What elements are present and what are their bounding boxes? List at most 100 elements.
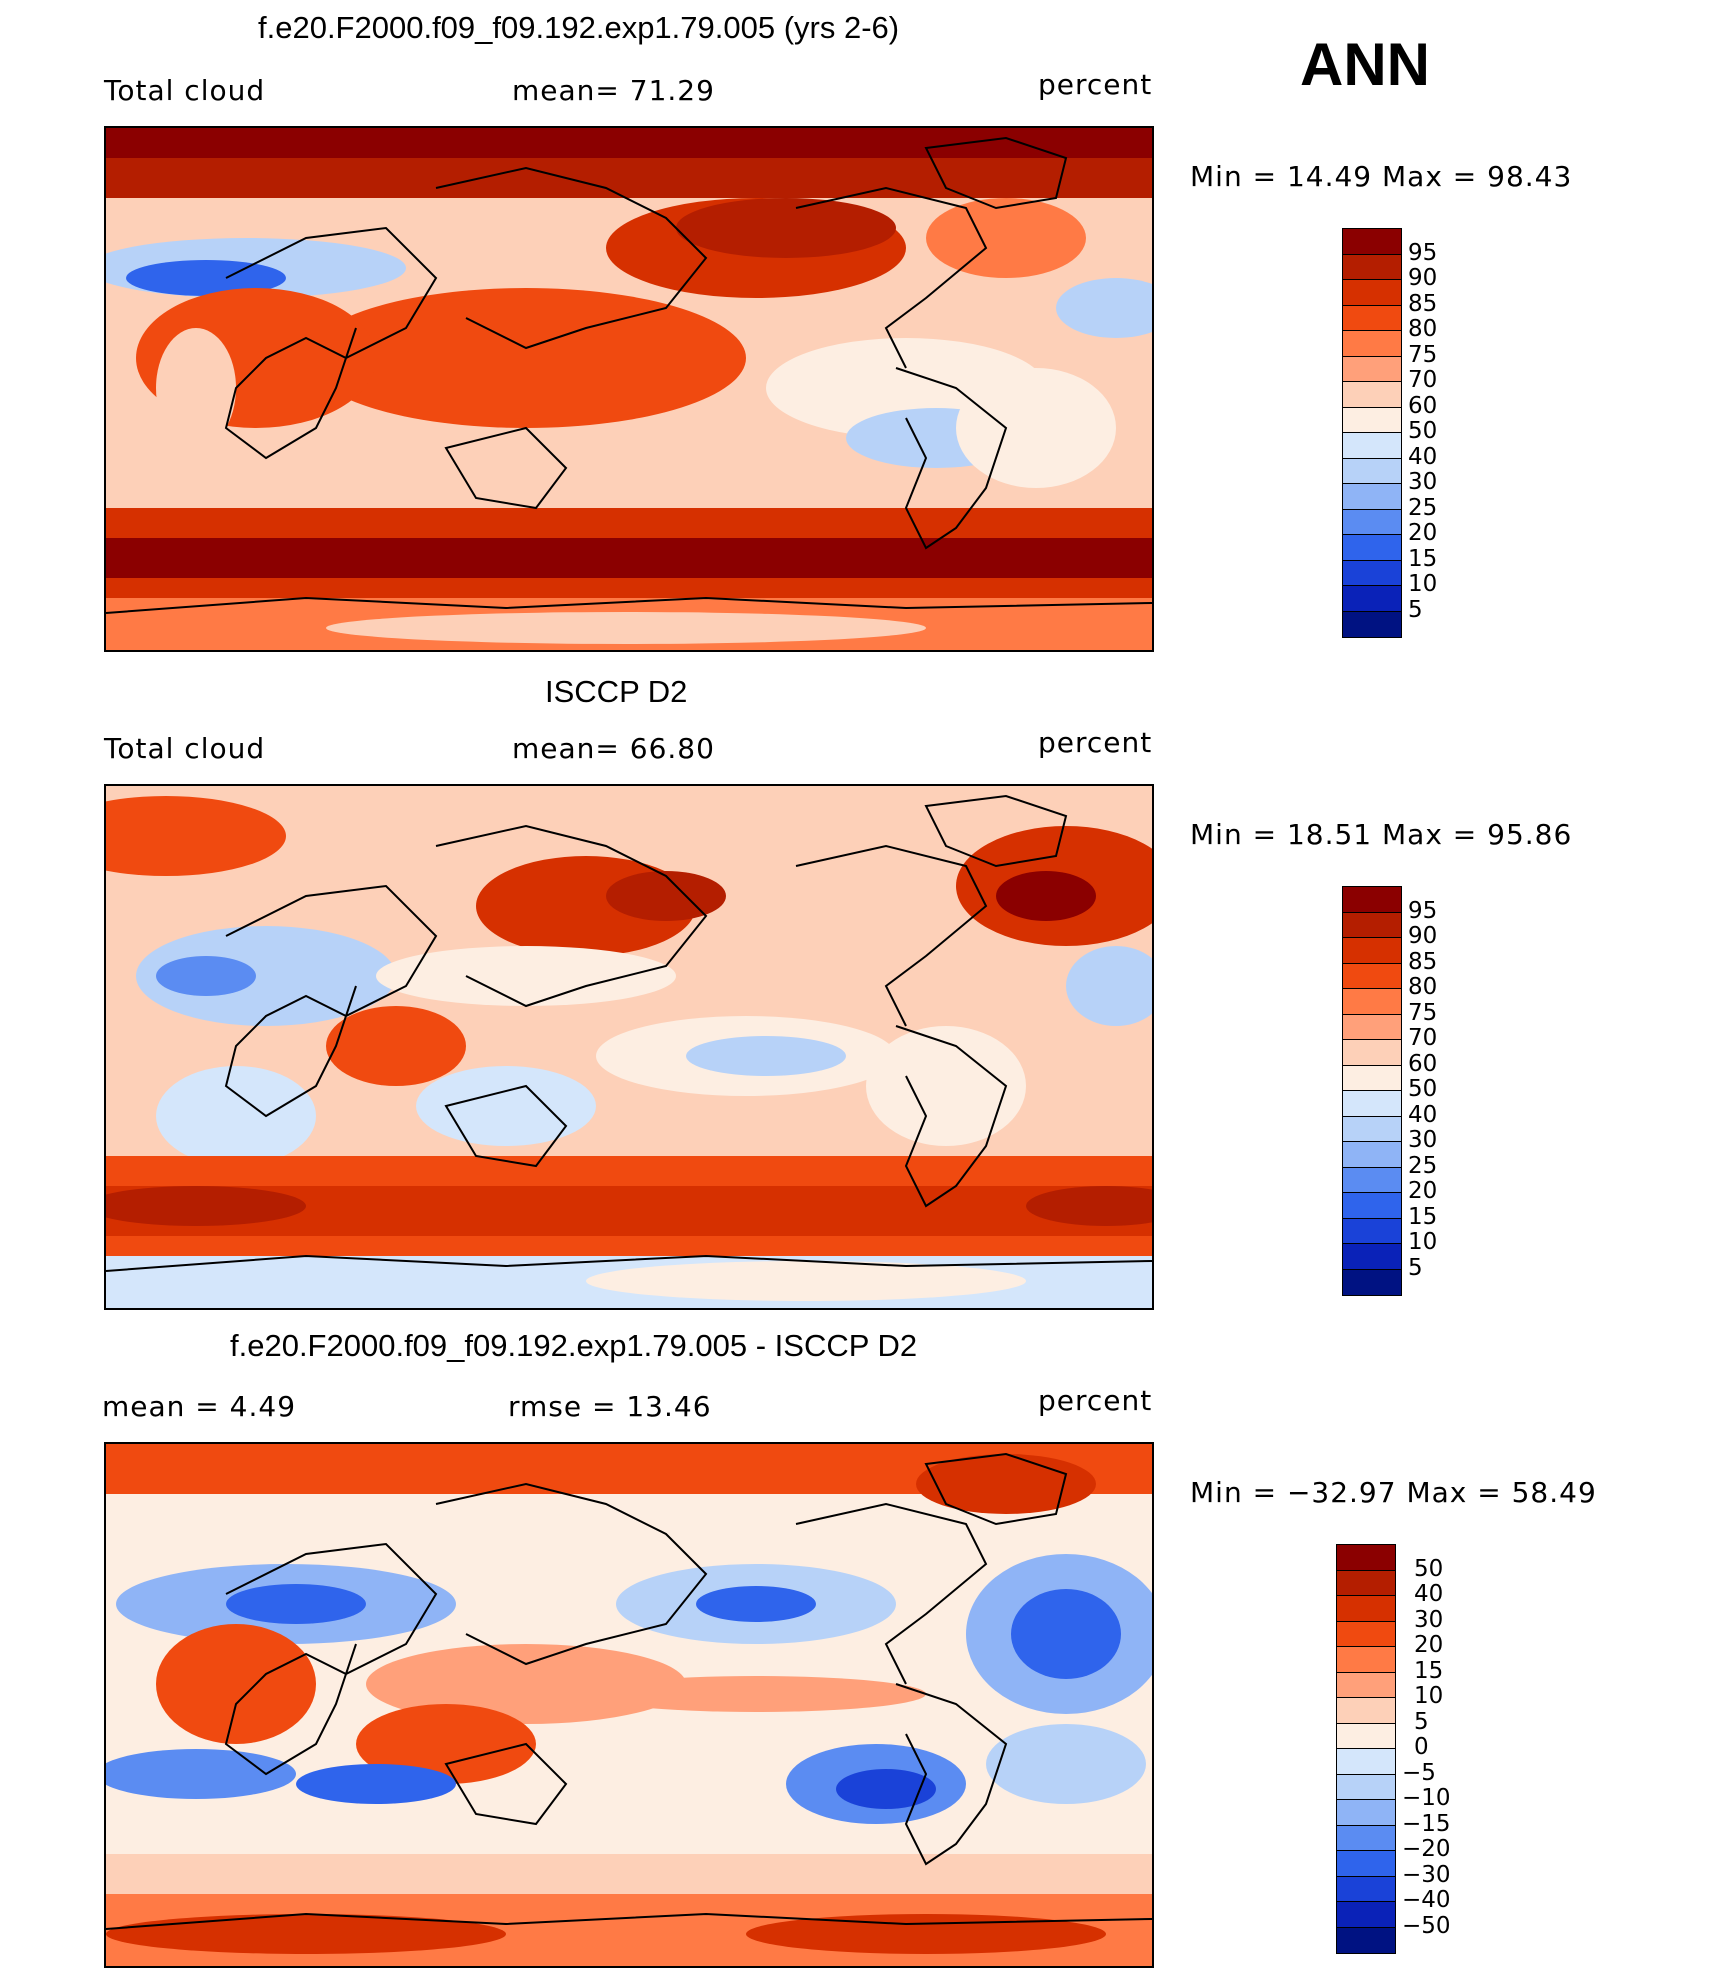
- colorbar-swatch: [1337, 1876, 1395, 1902]
- colorbar-swatch: [1337, 1545, 1395, 1571]
- units-label: percent: [1038, 68, 1153, 101]
- colorbar-swatch: [1337, 1774, 1395, 1800]
- colorbar-tick-label: 10: [1414, 1683, 1444, 1709]
- colorbar-swatch: [1343, 1091, 1401, 1117]
- map-diff: [104, 1442, 1154, 1968]
- minmax-label: Min = 14.49 Max = 98.43: [1190, 160, 1573, 193]
- colorbar-tick-label: 50: [1408, 1076, 1438, 1102]
- colorbar-tick-label: 80: [1408, 974, 1438, 1000]
- season-label: ANN: [1300, 31, 1430, 98]
- colorbar-tick-label: 95: [1408, 239, 1438, 266]
- colorbar-tick-label: 85: [1408, 290, 1438, 317]
- colorbar-tick-label: 80: [1408, 316, 1438, 342]
- colorbar-tick-label: 60: [1408, 1050, 1438, 1077]
- colorbar-swatch: [1343, 484, 1401, 510]
- colorbar-tick-label: 50: [1414, 1555, 1444, 1582]
- colorbar-tick-label: 20: [1408, 520, 1438, 546]
- colorbar-swatch: [1337, 1647, 1395, 1673]
- colorbar-swatch: [1343, 1040, 1401, 1066]
- colorbar-swatch: [1343, 1014, 1401, 1040]
- mean-label: mean= 66.80: [512, 732, 715, 765]
- colorbar-swatch: [1343, 229, 1401, 255]
- colorbar-tick-label: −40: [1402, 1887, 1451, 1913]
- colorbar-swatch: [1343, 305, 1401, 331]
- colorbar-tick-label: 30: [1408, 469, 1438, 495]
- colorbar-swatch: [1343, 433, 1401, 459]
- map-obs: [104, 784, 1154, 1310]
- colorbar-tick-label: 30: [1414, 1606, 1444, 1633]
- minmax-label: Min = 18.51 Max = 95.86: [1190, 818, 1573, 851]
- variable-label: Total cloud: [104, 74, 266, 107]
- colorbar-tick-label: 10: [1408, 1229, 1438, 1255]
- colorbar-tick-label: 50: [1408, 418, 1438, 444]
- colorbar-swatch: [1337, 1621, 1395, 1647]
- colorbar-swatch: [1343, 535, 1401, 561]
- colorbar-tick-label: 5: [1408, 596, 1423, 623]
- colorbar-swatch: [1343, 1269, 1401, 1295]
- colorbar-model: [1342, 228, 1402, 638]
- colorbar-tick-label: 20: [1408, 1178, 1438, 1204]
- colorbar-tick-label: −30: [1402, 1861, 1451, 1888]
- colorbar-tick-label: 75: [1408, 999, 1438, 1026]
- colorbar-swatch: [1343, 912, 1401, 938]
- colorbar-tick-label: 30: [1408, 1127, 1438, 1153]
- panel-title: f.e20.F2000.f09_f09.192.exp1.79.005 - IS…: [230, 1328, 918, 1363]
- colorbar-tick-label: 40: [1414, 1581, 1444, 1607]
- colorbar-tick-label: 20: [1414, 1632, 1444, 1658]
- colorbar-tick-label: 5: [1414, 1708, 1429, 1735]
- colorbar-tick-label: 15: [1408, 1203, 1438, 1230]
- mean-label: mean= 71.29: [512, 74, 715, 107]
- mean-label: mean = 4.49: [102, 1390, 297, 1423]
- colorbar-tick-label: 90: [1408, 923, 1438, 949]
- colorbar-swatch: [1343, 1218, 1401, 1244]
- colorbar-swatch: [1343, 963, 1401, 989]
- colorbar-tick-label: −15: [1402, 1810, 1451, 1837]
- colorbar-diff: [1336, 1544, 1396, 1954]
- colorbar-tick-label: 60: [1408, 392, 1438, 419]
- colorbar-tick-label: −10: [1402, 1785, 1451, 1811]
- colorbar-tick-label: 95: [1408, 897, 1438, 924]
- colorbar-swatch: [1337, 1800, 1395, 1826]
- colorbar-tick-label: 75: [1408, 341, 1438, 368]
- colorbar-swatch: [1337, 1927, 1395, 1953]
- colorbar-swatch: [1343, 1167, 1401, 1193]
- colorbar-tick-label: 85: [1408, 948, 1438, 975]
- colorbar-tick-label: 40: [1408, 443, 1438, 470]
- colorbar-swatch: [1337, 1723, 1395, 1749]
- colorbar-swatch: [1343, 989, 1401, 1015]
- colorbar-swatch: [1343, 1142, 1401, 1168]
- colorbar-swatch: [1343, 611, 1401, 637]
- colorbar-tick-label: 25: [1408, 494, 1438, 521]
- colorbar-tick-label: 90: [1408, 265, 1438, 291]
- colorbar-tick-label: 5: [1408, 1254, 1423, 1281]
- colorbar-swatch: [1343, 280, 1401, 306]
- colorbar-swatch: [1343, 254, 1401, 280]
- colorbar-tick-label: −20: [1402, 1836, 1451, 1862]
- colorbar-swatch: [1337, 1749, 1395, 1775]
- units-label: percent: [1038, 726, 1153, 759]
- colorbar-swatch: [1343, 382, 1401, 408]
- colorbar-swatch: [1343, 887, 1401, 913]
- variable-label: Total cloud: [104, 732, 266, 765]
- colorbar-swatch: [1337, 1570, 1395, 1596]
- colorbar-tick-label: 70: [1408, 1025, 1438, 1051]
- colorbar-swatch: [1343, 560, 1401, 586]
- colorbar-swatch: [1343, 1065, 1401, 1091]
- colorbar-tick-label: 40: [1408, 1101, 1438, 1128]
- colorbar-swatch: [1343, 938, 1401, 964]
- colorbar-swatch: [1337, 1825, 1395, 1851]
- colorbar-swatch: [1343, 509, 1401, 535]
- colorbar-swatch: [1343, 586, 1401, 612]
- colorbar-swatch: [1343, 331, 1401, 357]
- colorbar-tick-label: 70: [1408, 367, 1438, 393]
- colorbar-tick-label: 15: [1414, 1657, 1444, 1684]
- colorbar-swatch: [1343, 1244, 1401, 1270]
- colorbar-swatch: [1343, 407, 1401, 433]
- colorbar-swatch: [1343, 1116, 1401, 1142]
- colorbar-tick-label: 15: [1408, 545, 1438, 572]
- map-model: [104, 126, 1154, 652]
- colorbar-swatch: [1343, 356, 1401, 382]
- colorbar-swatch: [1337, 1902, 1395, 1928]
- rmse-label: rmse = 13.46: [508, 1390, 712, 1423]
- colorbar-tick-label: 10: [1408, 571, 1438, 597]
